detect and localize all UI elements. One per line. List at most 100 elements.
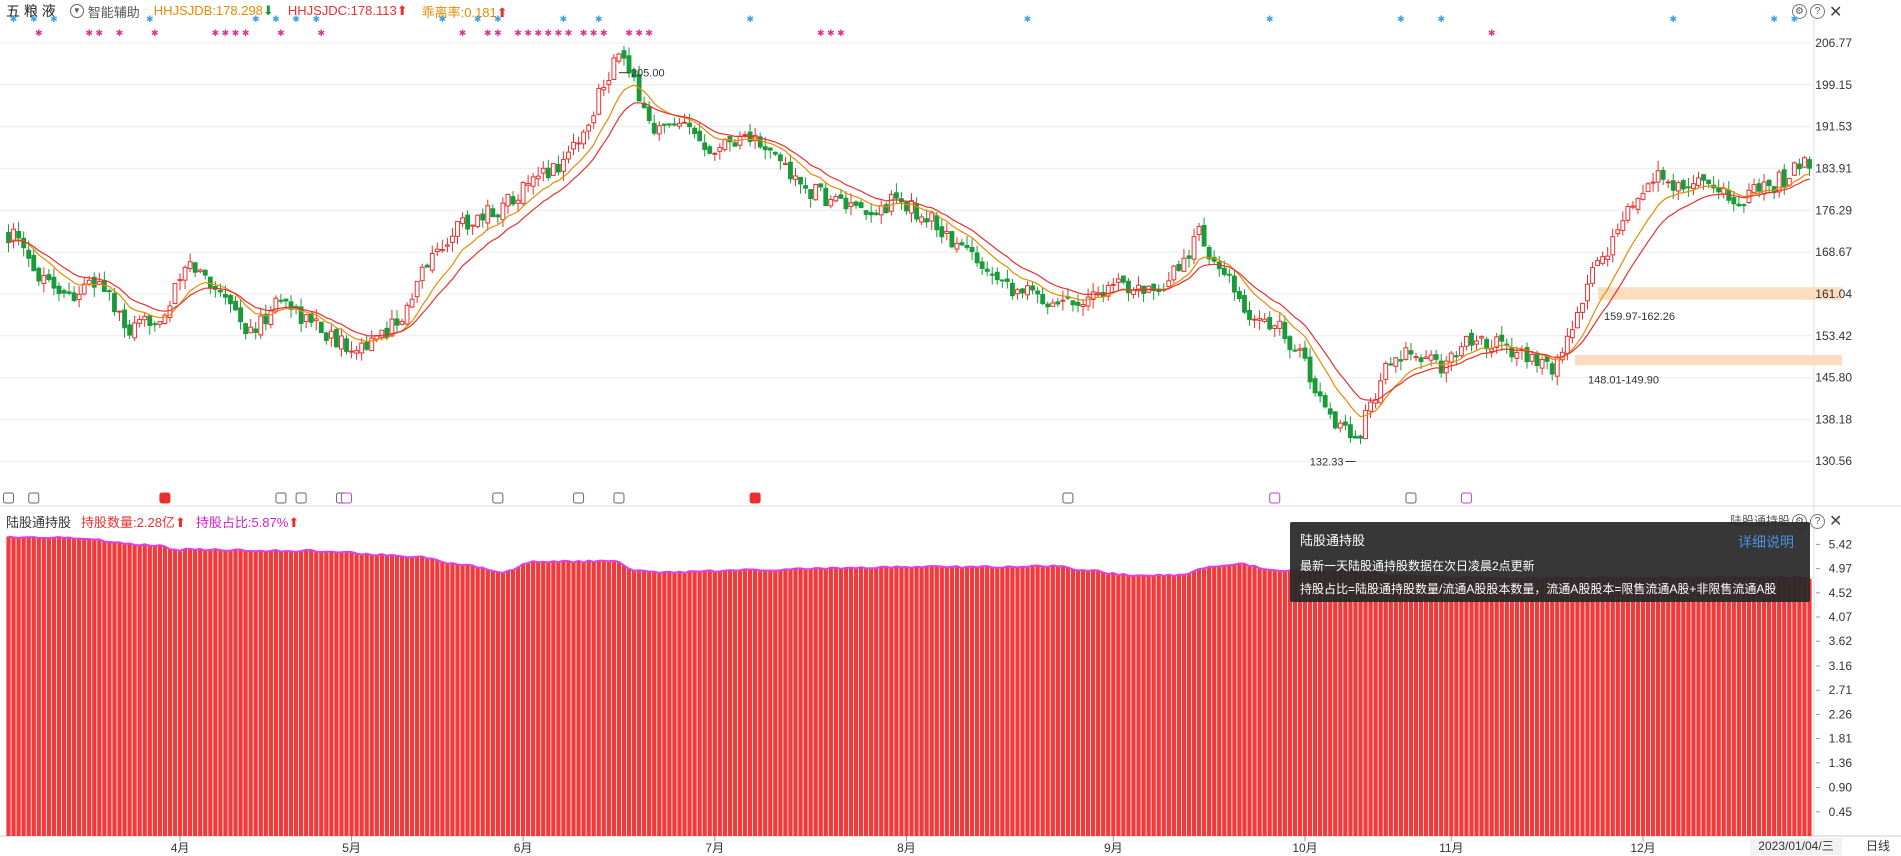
candle-down [1453,355,1459,358]
holding-bar [127,543,132,836]
candle-down [1701,174,1706,181]
help-icon[interactable]: ? [1810,514,1825,529]
candle-down [233,300,238,311]
holding-bar [601,560,606,836]
holding-bar [1550,577,1555,836]
holding-bar [258,550,263,836]
candle-up [132,322,138,339]
candle-down [127,324,133,336]
candle-up [1610,236,1616,256]
holding-bar [692,571,697,836]
candle-up [540,167,546,174]
holding-bar [172,549,178,836]
period-label[interactable]: 日线 [1865,839,1890,853]
month-label: 5月 [342,841,361,855]
pink-star-marker: ✱ [459,28,467,38]
candle-down [1282,321,1288,340]
arrow-up-icon: ⬆ [288,514,300,530]
close-icon[interactable]: ✕ [1829,4,1843,21]
holding-bar [1464,576,1469,836]
holding-bar [803,569,808,836]
settings-icon[interactable]: ⚙ [1792,4,1807,19]
candle-up [369,337,375,352]
holding-bar [672,572,677,836]
candle-up [349,350,354,353]
candle-up [596,87,602,115]
help-icon[interactable]: ? [1810,4,1825,19]
candle-down [1186,255,1192,259]
holding-tick-label: 3.62 [1829,634,1853,648]
holding-bar [707,570,712,836]
blue-star-marker: ✱ [595,14,603,24]
candle-up [909,200,914,214]
holding-bar [298,551,304,836]
candle-up [1640,193,1646,200]
indicator-hhjsjdc: HHJSJDC:178.113⬆ [287,3,408,18]
candle-down [626,55,632,74]
holding-tick-label: 4.97 [1829,562,1853,576]
candle-down [26,249,32,259]
holding-bar [1383,575,1388,836]
candle-down [697,130,703,142]
candle-down [672,123,677,126]
candle-up [1383,362,1389,380]
candle-up [878,205,884,216]
holding-bar [344,551,349,836]
event-marker [341,492,353,504]
candle-down [51,276,57,289]
holding-bar [1181,574,1187,836]
holding-bar [445,563,450,836]
holding-bar [1000,567,1005,836]
tooltip-formula: 持股占比=陆股通持股数量/流通A股股本数量，流通A股股本=限售流通A股+非限售流… [1300,582,1777,596]
candle-up [303,314,309,322]
holding-bar [1403,575,1409,836]
holding-bar [929,566,934,836]
holding-bar [505,570,511,836]
holding-tick-label: 1.36 [1829,756,1853,770]
holding-bar [1091,570,1096,836]
blue-star-marker: ✱ [1266,14,1274,24]
candle-up [379,329,385,338]
holding-tick-label: 5.42 [1829,537,1853,551]
holding-bar [1247,566,1252,836]
pink-star-marker: ✱ [242,28,250,38]
holding-bar [1297,571,1303,836]
holding-bar [763,570,768,836]
price-tick-label: 130.56 [1815,454,1852,468]
pink-star-marker: ✱ [514,28,522,38]
arrow-up-icon: ⬆ [496,4,508,20]
holding-bar [314,551,319,836]
candle-up [1645,183,1651,193]
candle-down [223,293,228,298]
candle-up [515,199,521,204]
candle-up [1489,348,1495,352]
candle-up [1403,347,1409,360]
month-label: 12月 [1630,841,1655,855]
detail-link[interactable]: 详细说明 [1738,534,1794,550]
holding-bar [1645,578,1651,836]
holding-bar [1524,578,1530,836]
candle-down [661,123,667,126]
candle-down [1221,267,1227,275]
holding-bar [1358,570,1363,836]
holding-bar [1191,571,1197,836]
holding-bar [919,567,924,836]
holding-bar [1096,570,1101,836]
candle-down [1484,338,1490,350]
holding-bar [440,562,445,836]
candle-up [273,297,279,312]
candle-down [217,289,223,293]
close-icon[interactable]: ✕ [1829,513,1843,530]
candle-up [525,182,531,186]
candle-down [288,301,294,310]
holding-bar [309,549,314,836]
candle-up [177,279,183,282]
holding-bar [1146,575,1151,836]
candle-up [601,87,607,91]
holding-bar [515,567,521,836]
assist-toggle[interactable]: ▼ 智能辅助 [69,2,140,21]
candle-up [76,293,82,300]
holding-bar [304,549,309,836]
holding-bar [652,571,657,836]
